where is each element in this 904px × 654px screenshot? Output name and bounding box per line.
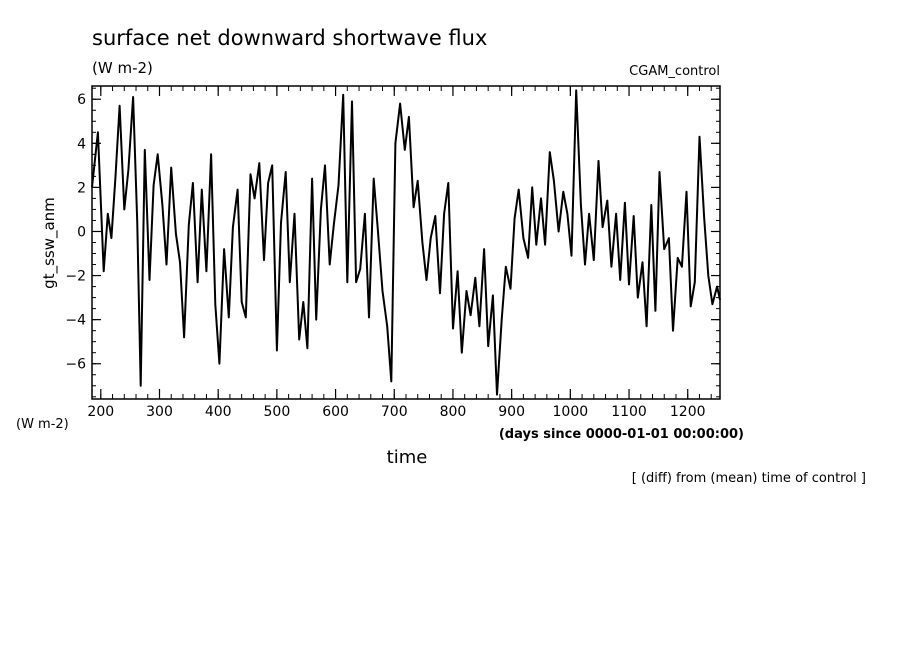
x-axis-units: (days since 0000-01-01 00:00:00) [499, 427, 744, 442]
y-tick-label: −4 [65, 313, 86, 329]
chart-title: surface net downward shortwave flux [92, 26, 487, 50]
x-tick-label: 800 [440, 404, 467, 420]
x-tick-label: 400 [205, 404, 232, 420]
x-tick-label: 500 [264, 404, 291, 420]
y-axis-label: gt_ssw_anm [40, 197, 59, 289]
x-tick-labels: 200 300 400 500 600 700 800 900 1000 1100 1200 [87, 404, 705, 420]
x-tick-label: 200 [87, 404, 114, 420]
experiment-label: CGAM_control [629, 64, 720, 79]
x-axis-label: time [387, 447, 428, 468]
x-tick-label: 700 [381, 404, 408, 420]
x-tick-label: 1200 [670, 404, 706, 420]
x-tick-label: 600 [322, 404, 349, 420]
y-tick-label: 0 [77, 224, 86, 240]
y-tick-label: −6 [65, 357, 86, 373]
y-tick-labels: −6 −4 −2 0 2 4 6 [65, 92, 86, 373]
plot-area-frame [91, 85, 721, 400]
y-tick-label: 6 [77, 92, 86, 108]
x-tick-label: 1100 [611, 404, 647, 420]
data-series-line [91, 89, 721, 396]
y-axis-units: (W m-2) [16, 417, 69, 432]
y-tick-label: 4 [77, 136, 86, 152]
x-tick-label: 1000 [553, 404, 589, 420]
y-tick-label: −2 [65, 269, 86, 285]
x-tick-label: 900 [498, 404, 525, 420]
x-tick-label: 300 [146, 404, 173, 420]
y-tick-label: 2 [77, 180, 86, 196]
annotation-note: [ (diff) from (mean) time of control ] [632, 471, 866, 486]
title-units: (W m-2) [92, 59, 153, 77]
